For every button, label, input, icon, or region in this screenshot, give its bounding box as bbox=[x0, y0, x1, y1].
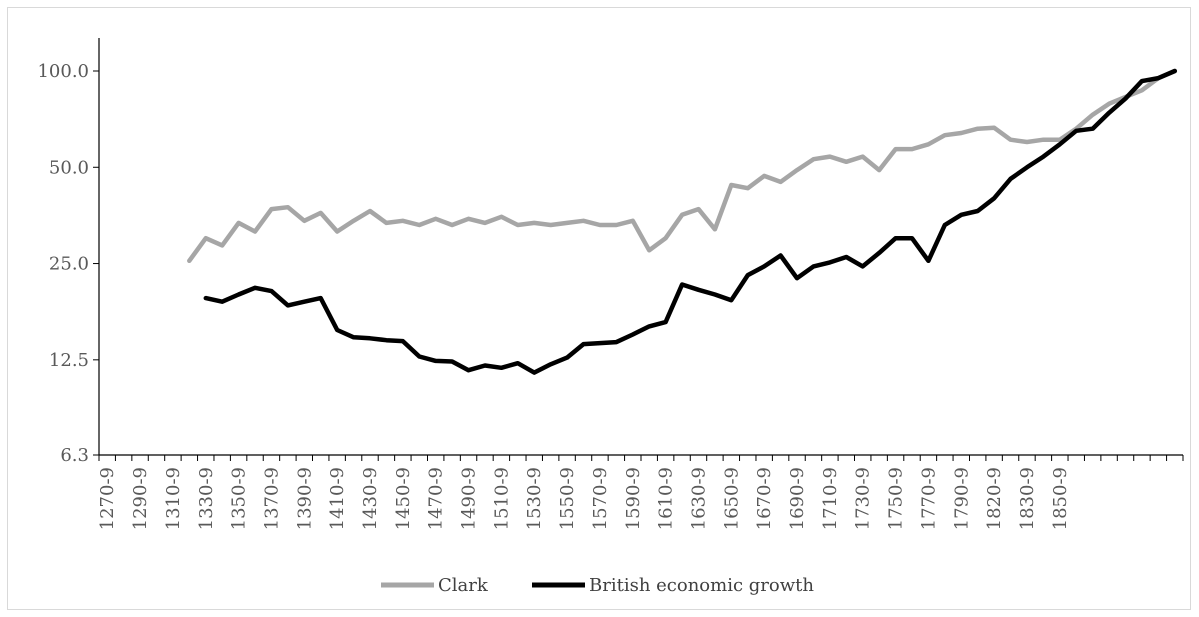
y-tick-label: 25.0 bbox=[49, 254, 89, 275]
y-axis-ticks: 100.0 50.0 25.0 12.5 6.3 bbox=[37, 61, 99, 466]
x-tick-label: 1790-9 bbox=[951, 467, 972, 530]
series-layer bbox=[187, 68, 1178, 375]
legend-label-british-economic-growth: British economic growth bbox=[589, 575, 814, 596]
x-tick-label: 1830-9 bbox=[1017, 467, 1038, 530]
x-tick-label: 1510-9 bbox=[491, 467, 512, 530]
x-tick-label: 1750-9 bbox=[886, 467, 907, 530]
x-axis-ticks: 1270-9 1290-9 1310-9 1330-9 1350-9 1370-9 1390… bbox=[97, 455, 1184, 530]
legend-label-clark: Clark bbox=[438, 575, 489, 596]
x-tick-label: 1530-9 bbox=[524, 467, 545, 530]
x-tick-label: 1690-9 bbox=[787, 467, 808, 530]
x-tick-label: 1610-9 bbox=[656, 467, 677, 530]
x-tick-label: 1470-9 bbox=[426, 467, 447, 530]
x-tick-label: 1770-9 bbox=[918, 467, 939, 530]
x-tick-label: 1820-9 bbox=[984, 467, 1005, 530]
x-tick-label: 1670-9 bbox=[754, 467, 775, 530]
x-tick-label: 1330-9 bbox=[196, 467, 217, 530]
x-tick-label: 1710-9 bbox=[820, 467, 841, 530]
x-tick-label: 1350-9 bbox=[229, 467, 250, 530]
y-tick-label: 12.5 bbox=[49, 350, 89, 371]
x-tick-label: 1650-9 bbox=[721, 467, 742, 530]
x-tick-label: 1310-9 bbox=[163, 467, 184, 530]
x-tick-label: 1570-9 bbox=[590, 467, 611, 530]
axes bbox=[98, 38, 1183, 456]
x-tick-label: 1370-9 bbox=[261, 467, 282, 530]
x-tick-label: 1550-9 bbox=[557, 467, 578, 530]
x-tick-label: 1410-9 bbox=[327, 467, 348, 530]
legend: Clark British economic growth bbox=[381, 575, 814, 596]
x-tick-label: 1590-9 bbox=[623, 467, 644, 530]
x-tick-label: 1630-9 bbox=[688, 467, 709, 530]
chart: 100.050.025.012.56.3 1270-9 1290-9 1310-9 1… bbox=[37, 38, 1184, 596]
series-line-clark bbox=[187, 68, 1178, 264]
x-tick-label: 1850-9 bbox=[1050, 467, 1071, 530]
x-tick-label: 1430-9 bbox=[360, 467, 381, 530]
x-tick-label: 1730-9 bbox=[853, 467, 874, 530]
x-tick-label: 1290-9 bbox=[130, 467, 151, 530]
y-tick-label: 100.0 bbox=[37, 61, 89, 82]
x-tick-label: 1390-9 bbox=[294, 467, 315, 530]
y-tick-label: 50.0 bbox=[49, 157, 89, 178]
y-tick-label: 6.3 bbox=[60, 445, 89, 466]
chart-frame: 100.0 50.0 25.0 12.5 6.3 1270-9 1290-9 1310-9 1… bbox=[7, 7, 1191, 610]
x-tick-label: 1270-9 bbox=[97, 467, 118, 530]
series-line-british-economic-growth bbox=[203, 68, 1178, 375]
x-tick-label: 1490-9 bbox=[459, 467, 480, 530]
x-tick-label: 1450-9 bbox=[393, 467, 414, 530]
